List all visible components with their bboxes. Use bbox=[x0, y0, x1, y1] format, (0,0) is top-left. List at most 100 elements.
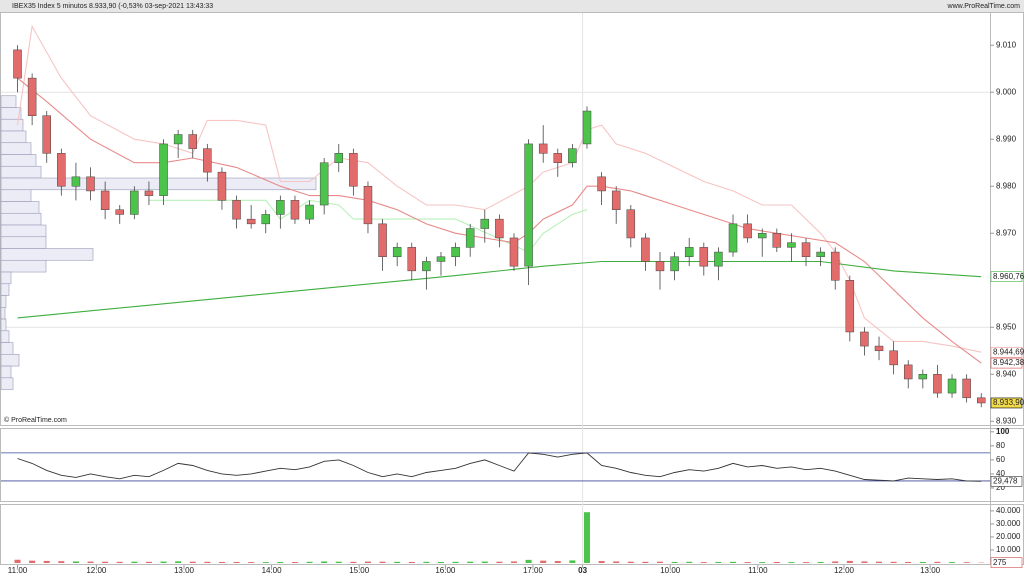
volume-bar bbox=[408, 561, 415, 563]
candle-body bbox=[451, 247, 460, 258]
volume-bar bbox=[204, 561, 211, 563]
volume-bar bbox=[569, 560, 576, 563]
candle-body bbox=[670, 256, 679, 272]
candle-body bbox=[903, 364, 913, 380]
volume-bar bbox=[540, 560, 547, 563]
volume-bar bbox=[613, 561, 620, 563]
volume-profile-bar bbox=[0, 165, 42, 179]
volume-bar bbox=[700, 562, 707, 563]
candle-body bbox=[13, 49, 22, 79]
candle-body bbox=[217, 171, 227, 201]
candle-body bbox=[757, 233, 767, 239]
volume-profile-bar bbox=[0, 224, 47, 238]
volume-profile-bar bbox=[0, 365, 12, 379]
candle-body bbox=[100, 190, 110, 210]
volume-bar bbox=[29, 560, 36, 563]
candle-body bbox=[378, 223, 387, 258]
volume-profile-bar bbox=[0, 189, 32, 202]
volume-profile-bar bbox=[0, 295, 7, 308]
candle-body bbox=[290, 200, 300, 220]
volume-profile-bar bbox=[0, 330, 10, 343]
volume-bar bbox=[876, 561, 883, 563]
price-label-box bbox=[990, 397, 1023, 409]
price-label: 8.944,69 bbox=[993, 347, 1024, 356]
volume-bar bbox=[715, 561, 722, 563]
candle-body bbox=[319, 162, 329, 206]
y-tick-label: 40 bbox=[996, 469, 1005, 478]
volume-bar bbox=[803, 562, 810, 563]
volume-profile-bar bbox=[0, 306, 6, 320]
volume-bar bbox=[905, 561, 912, 563]
volume-bar bbox=[510, 561, 517, 563]
y-tick-label: 9.010 bbox=[996, 40, 1017, 49]
volume-bar bbox=[934, 561, 941, 563]
volume-bar bbox=[846, 560, 853, 563]
volume-bar bbox=[467, 561, 474, 563]
volume-profile-bar bbox=[0, 142, 32, 155]
x-tick-label: 15:00 bbox=[349, 566, 370, 575]
candle-body bbox=[962, 378, 971, 399]
watermark: © ProRealTime.com bbox=[4, 416, 67, 424]
y-tick-label: 80 bbox=[996, 441, 1005, 450]
price-label-box bbox=[990, 271, 1023, 282]
volume-bar bbox=[175, 561, 182, 563]
volume-profile-bar bbox=[0, 236, 47, 249]
candle-body bbox=[568, 148, 577, 163]
y-tick-label: 8.970 bbox=[996, 228, 1017, 237]
volume-bar bbox=[321, 561, 328, 563]
candle-body bbox=[115, 209, 124, 215]
header-site: www.ProRealTime.com bbox=[947, 3, 1021, 10]
volume-bar bbox=[963, 562, 970, 563]
price-label: 8.960,76 bbox=[993, 272, 1024, 281]
volume-profile-bar bbox=[0, 177, 317, 191]
y-tick-label: 60 bbox=[996, 455, 1005, 464]
volume-bar bbox=[364, 561, 371, 563]
x-tick-label: 13:00 bbox=[174, 566, 195, 575]
volume-bar bbox=[642, 561, 649, 563]
candle-body bbox=[57, 153, 66, 187]
candle-body bbox=[933, 374, 942, 394]
candle-body bbox=[889, 350, 898, 366]
volume-bar bbox=[43, 560, 50, 563]
candle-body bbox=[232, 200, 241, 220]
candle-body bbox=[173, 134, 183, 145]
candle-body bbox=[524, 143, 533, 267]
candle-body bbox=[699, 247, 709, 267]
volume-bar bbox=[554, 561, 561, 563]
y-tick-label: 20 bbox=[996, 483, 1005, 492]
volume-bar bbox=[890, 561, 897, 563]
volume-bar bbox=[598, 561, 605, 563]
volume-profile-bar bbox=[0, 248, 94, 261]
volume-profile-bar bbox=[0, 354, 20, 367]
price-label: 29,478 bbox=[993, 476, 1018, 485]
y-tick-label: 8.940 bbox=[996, 369, 1017, 378]
volume-bar bbox=[291, 562, 298, 563]
volume-bar bbox=[131, 561, 138, 563]
volume-bar bbox=[87, 561, 94, 563]
volume-bar bbox=[14, 559, 21, 563]
candle-body bbox=[976, 397, 986, 404]
candle-body bbox=[276, 200, 285, 215]
volume-bar bbox=[949, 562, 956, 563]
candle-body bbox=[655, 261, 665, 272]
volume-profile-bar bbox=[0, 377, 14, 390]
volume-bar bbox=[832, 561, 839, 563]
volume-profile-bar bbox=[0, 271, 12, 285]
candle-body bbox=[918, 374, 928, 380]
volume-bar bbox=[730, 561, 737, 563]
price-label: 275 bbox=[993, 558, 1007, 567]
volume-bar bbox=[817, 561, 824, 563]
volume-profile-bar bbox=[0, 154, 37, 167]
y-tick-label: 30.000 bbox=[996, 519, 1021, 528]
candle-body bbox=[582, 110, 592, 145]
volume-profile-bar bbox=[0, 118, 24, 132]
volume-bar bbox=[657, 561, 663, 563]
x-tick-label: 13:00 bbox=[920, 566, 941, 575]
volume-bar bbox=[423, 561, 430, 563]
volume-bar bbox=[861, 561, 868, 563]
rsi-line bbox=[17, 452, 982, 482]
x-tick-label: 11:00 bbox=[8, 566, 28, 575]
y-tick-label: 8.980 bbox=[996, 181, 1017, 190]
candle-body bbox=[422, 261, 431, 272]
